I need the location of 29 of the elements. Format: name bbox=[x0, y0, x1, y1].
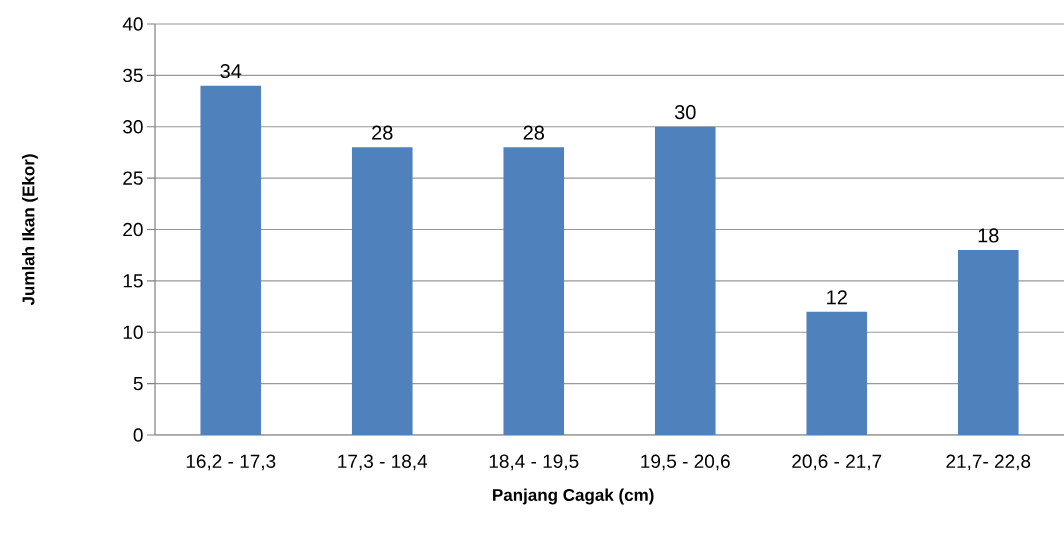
data-label: 28 bbox=[523, 125, 545, 140]
bar bbox=[806, 311, 868, 435]
x-tick-label: 18,4 - 19,5 bbox=[489, 454, 579, 471]
data-label: 12 bbox=[827, 290, 847, 305]
y-axis-title: Jumlah Ikan (Ekor) bbox=[22, 154, 38, 306]
y-tick-label: 35 bbox=[123, 68, 143, 83]
bar bbox=[351, 147, 413, 435]
x-tick-label: 16,2 - 17,3 bbox=[186, 454, 276, 471]
data-label: 34 bbox=[220, 63, 242, 79]
bar bbox=[957, 250, 1019, 435]
y-tick-label: 20 bbox=[123, 222, 143, 237]
data-label: 28 bbox=[372, 125, 393, 140]
x-axis-title: Panjang Cagak (cm) bbox=[493, 488, 654, 505]
x-tick-label: 19,5 - 20,6 bbox=[641, 454, 730, 471]
y-tick-label: 15 bbox=[123, 274, 143, 288]
y-tick-label: 5 bbox=[133, 377, 143, 391]
data-label: 18 bbox=[978, 228, 999, 243]
y-tick-label: 25 bbox=[123, 171, 143, 185]
bar bbox=[503, 147, 565, 435]
bar bbox=[654, 126, 716, 435]
data-label: 30 bbox=[674, 105, 696, 120]
x-tick-label: 17,3 - 18,4 bbox=[338, 454, 428, 471]
y-tick-label: 0 bbox=[133, 428, 143, 442]
x-tick-label: 20,6 - 21,7 bbox=[792, 454, 882, 471]
y-tick-label: 30 bbox=[123, 120, 143, 134]
y-tick-label: 10 bbox=[123, 325, 143, 339]
x-tick-label: 21,7- 22,8 bbox=[946, 454, 1031, 471]
bar bbox=[200, 85, 262, 435]
y-tick-label: 40 bbox=[122, 17, 143, 31]
